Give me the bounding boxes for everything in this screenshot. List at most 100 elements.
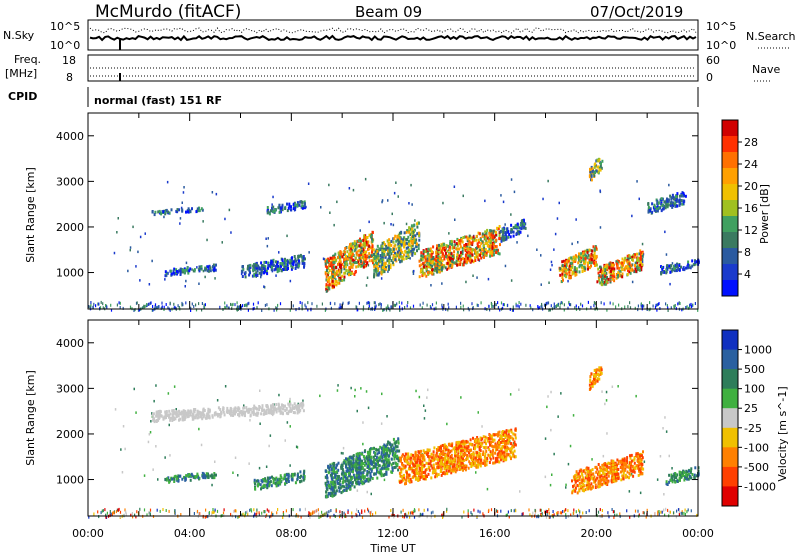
ground-scatter-cell xyxy=(616,513,618,517)
echo-cell xyxy=(437,246,440,250)
ground-scatter-cell xyxy=(357,510,359,513)
echo-cell xyxy=(494,448,497,452)
echo-cell xyxy=(497,443,500,447)
echo-cell xyxy=(678,200,681,204)
echo-cell xyxy=(457,259,460,263)
echo-cell xyxy=(383,253,385,256)
echo-cell xyxy=(439,246,442,250)
echo-cell xyxy=(466,447,469,451)
echo-cell xyxy=(634,264,636,267)
ground-scatter-cell xyxy=(389,308,391,312)
echo-cell xyxy=(377,251,380,255)
echo-cell xyxy=(289,258,292,262)
echo-cell xyxy=(339,260,342,264)
scatter-cell xyxy=(206,238,208,242)
echo-cell xyxy=(435,269,438,273)
ground-scatter-cell xyxy=(250,508,252,511)
echo-cell xyxy=(372,261,374,265)
echo-cell xyxy=(447,258,449,262)
ground-scatter-cell xyxy=(532,308,534,312)
echo-cell xyxy=(574,268,577,272)
ground-scatter-cell xyxy=(100,511,102,515)
scatter-cell xyxy=(289,397,291,401)
scatter-cell xyxy=(424,409,427,412)
echo-cell xyxy=(384,261,387,265)
echo-cell xyxy=(279,262,282,265)
echo-cell xyxy=(298,261,301,265)
echo-cell xyxy=(396,238,399,242)
echo-cell xyxy=(296,201,299,205)
ground-scatter-cell xyxy=(545,515,548,519)
ground-scatter-cell xyxy=(409,515,411,519)
echo-cell xyxy=(474,250,477,254)
echo-cell xyxy=(343,485,346,489)
echo-cell xyxy=(334,252,337,256)
echo-cell xyxy=(429,247,432,251)
scatter-cell xyxy=(152,468,154,471)
echo-cell xyxy=(324,481,327,485)
echo-cell xyxy=(335,266,338,269)
echo-cell xyxy=(357,264,360,268)
echo-cell xyxy=(479,244,482,248)
echo-cell xyxy=(451,254,454,258)
ground-scatter-cell xyxy=(615,305,617,309)
colorbar-swatch xyxy=(722,232,738,249)
echo-cell xyxy=(424,259,427,263)
ground-scatter-cell xyxy=(190,306,192,310)
echo-cell xyxy=(407,255,410,258)
echo-cell xyxy=(435,472,437,476)
echo-cell xyxy=(601,159,604,163)
echo-cell xyxy=(416,242,418,246)
ground-scatter-cell xyxy=(689,305,691,309)
echo-cell xyxy=(392,240,395,244)
echo-cell xyxy=(498,454,500,458)
ground-scatter-cell xyxy=(115,510,117,514)
ground-scatter-cell xyxy=(642,304,644,308)
echo-cell xyxy=(409,477,412,481)
echo-cell xyxy=(359,251,362,255)
ground-scatter-cell xyxy=(225,306,227,310)
echo-cell xyxy=(672,201,674,205)
echo-cell xyxy=(443,257,446,261)
echo-cell xyxy=(384,255,387,259)
echo-cell xyxy=(410,224,413,228)
echo-cell xyxy=(568,267,571,271)
ground-scatter-cell xyxy=(574,306,576,310)
ground-scatter-cell xyxy=(112,511,114,515)
echo-cell xyxy=(354,244,357,248)
ground-scatter-cell xyxy=(508,515,510,519)
echo-cell xyxy=(639,260,642,264)
ground-scatter-cell xyxy=(537,305,539,308)
ground-scatter-cell xyxy=(123,513,125,517)
echo-cell xyxy=(629,271,632,275)
echo-cell xyxy=(408,226,411,230)
echo-cell xyxy=(341,278,344,282)
echo-cell xyxy=(481,232,484,236)
echo-cell xyxy=(472,235,475,239)
ground-scatter-cell xyxy=(492,304,494,308)
echo-cell xyxy=(563,261,566,265)
scatter-cell xyxy=(611,385,614,388)
echo-cell xyxy=(445,463,448,467)
echo-cell xyxy=(463,458,466,462)
echo-cell xyxy=(349,487,352,491)
echo-cell xyxy=(581,254,584,258)
echo-cell xyxy=(659,198,662,202)
scatter-cell xyxy=(662,427,664,430)
scatter-cell xyxy=(380,422,383,425)
scatter-cell xyxy=(151,259,153,263)
echo-cell xyxy=(272,205,275,209)
echo-cell xyxy=(343,488,346,492)
echo-cell xyxy=(504,232,507,236)
echo-cell xyxy=(641,254,644,258)
echo-cell xyxy=(383,270,386,274)
ground-scatter-cell xyxy=(515,509,517,513)
echo-cell xyxy=(416,222,418,226)
echo-cell xyxy=(381,464,384,468)
ground-scatter-cell xyxy=(667,306,669,310)
echo-cell xyxy=(400,243,403,247)
echo-cell xyxy=(594,162,597,166)
ground-scatter-cell xyxy=(678,513,680,516)
echo-cell xyxy=(272,258,275,262)
echo-cell xyxy=(519,230,522,234)
